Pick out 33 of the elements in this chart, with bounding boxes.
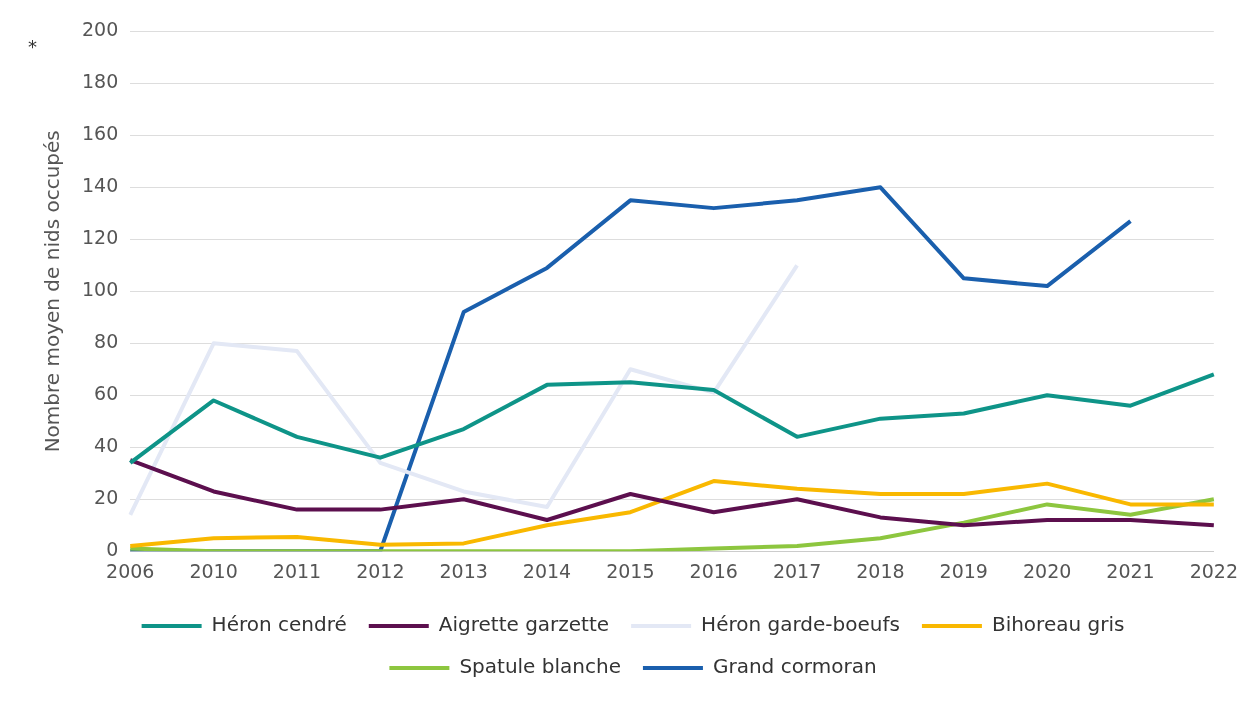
y-tick-label: 140 [82,174,119,197]
y-tick-label: 200 [82,18,119,41]
x-tick-label: 2021 [1106,559,1155,582]
x-tick-label: 2015 [606,559,655,582]
y-tick-label: 120 [82,226,119,249]
x-tick-label: 2014 [522,559,572,582]
legend-label: Héron cendré [211,612,347,637]
legend-label: Spatule blanche [459,654,621,679]
y-tick-label: 40 [94,434,119,457]
x-tick-label: 2022 [1189,559,1238,582]
y-tick-label: 80 [94,330,119,353]
x-tick-label: 2020 [1022,559,1072,582]
y-tick-label: 180 [82,70,119,93]
y-tick-label: 0 [106,538,119,561]
y-tick-label: 20 [94,486,119,509]
x-tick-label: 2013 [439,559,488,582]
x-tick-label: 2011 [272,559,322,582]
legend-label: Aigrette garzette [438,612,610,637]
legend-label: Héron garde-boeufs [701,612,900,637]
text: * [28,35,37,57]
y-tick-label: 60 [94,382,119,405]
legend-label: Bihoreau gris [991,612,1125,637]
y-axis-title: Nombre moyen de nids occupés [40,130,65,453]
legend-label: Grand cormoran [712,654,877,679]
y-tick-label: 160 [82,122,119,145]
x-tick-label: 2016 [689,559,738,582]
x-tick-label: 2006 [106,559,155,582]
x-tick-label: 2019 [939,559,988,582]
x-tick-label: 2012 [356,559,405,582]
y-tick-label: 100 [82,278,119,301]
x-tick-label: 2010 [189,559,238,582]
x-tick-label: 2017 [772,559,822,582]
x-tick-label: 2018 [856,559,905,582]
